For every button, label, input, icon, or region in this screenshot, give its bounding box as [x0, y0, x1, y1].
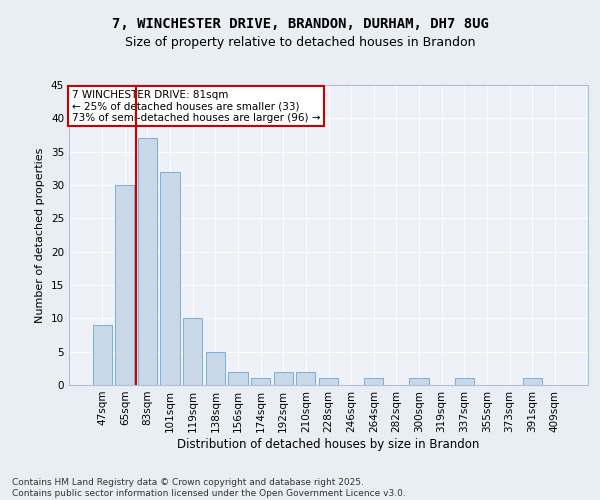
Bar: [296, 372, 316, 385]
X-axis label: Distribution of detached houses by size in Brandon: Distribution of detached houses by size …: [178, 438, 479, 450]
Bar: [455, 378, 474, 385]
Bar: [274, 372, 293, 385]
Text: Contains HM Land Registry data © Crown copyright and database right 2025.
Contai: Contains HM Land Registry data © Crown c…: [12, 478, 406, 498]
Text: 7, WINCHESTER DRIVE, BRANDON, DURHAM, DH7 8UG: 7, WINCHESTER DRIVE, BRANDON, DURHAM, DH…: [112, 18, 488, 32]
Bar: [251, 378, 270, 385]
Bar: [138, 138, 157, 385]
Bar: [319, 378, 338, 385]
Bar: [409, 378, 428, 385]
Bar: [183, 318, 202, 385]
Text: Size of property relative to detached houses in Brandon: Size of property relative to detached ho…: [125, 36, 475, 49]
Bar: [92, 325, 112, 385]
Bar: [523, 378, 542, 385]
Text: 7 WINCHESTER DRIVE: 81sqm
← 25% of detached houses are smaller (33)
73% of semi-: 7 WINCHESTER DRIVE: 81sqm ← 25% of detac…: [71, 90, 320, 122]
Bar: [206, 352, 225, 385]
Bar: [229, 372, 248, 385]
Bar: [115, 185, 134, 385]
Y-axis label: Number of detached properties: Number of detached properties: [35, 148, 46, 322]
Bar: [364, 378, 383, 385]
Bar: [160, 172, 180, 385]
